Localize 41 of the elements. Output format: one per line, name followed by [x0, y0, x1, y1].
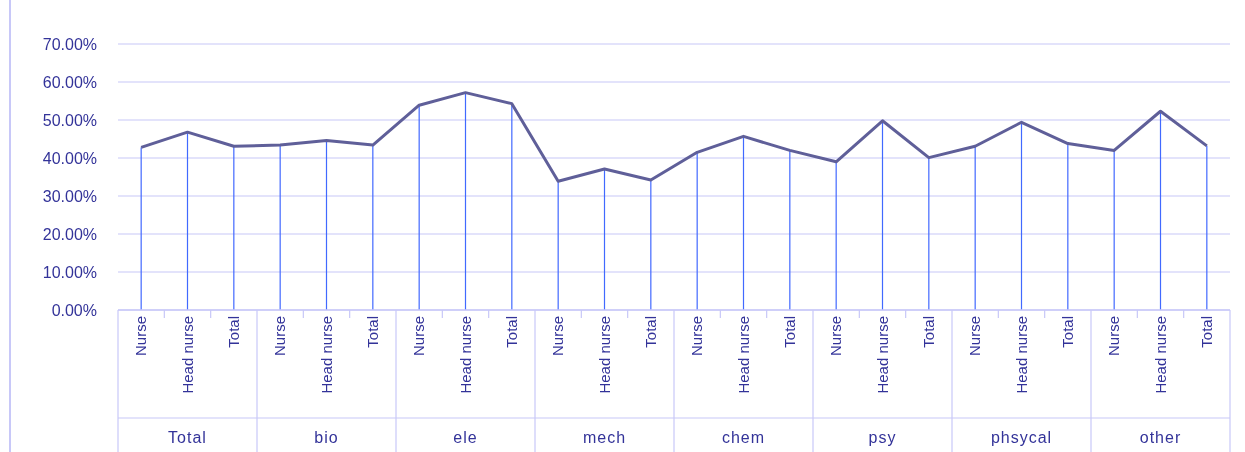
y-tick-label: 50.00%	[42, 111, 97, 129]
x-tick-label: Head nurse	[734, 316, 752, 394]
x-tick-label: Nurse	[410, 316, 428, 357]
x-tick-label: Total	[364, 316, 382, 348]
x-tick-label: Total	[225, 316, 243, 348]
x-tick-label: Total	[920, 316, 938, 348]
x-tick-label: Head nurse	[1012, 316, 1030, 394]
x-tick-label: Nurse	[549, 316, 567, 357]
x-tick-label: Head nurse	[595, 316, 613, 394]
x-tick-label: Head nurse	[178, 316, 196, 394]
x-tick-label: Nurse	[827, 316, 845, 357]
x-tick-label: Total	[1198, 316, 1216, 348]
x-tick-label: Head nurse	[873, 316, 891, 394]
text: bio	[314, 428, 339, 446]
y-tick-label: 70.00%	[42, 35, 97, 53]
y-tick-label: 20.00%	[42, 225, 97, 243]
x-tick-label: Total	[503, 316, 521, 348]
x-tick-label: Nurse	[966, 316, 984, 357]
text: ele	[453, 428, 478, 446]
y-tick-label: 10.00%	[42, 263, 97, 281]
x-tick-label: Total	[781, 316, 799, 348]
x-tick-label: Total	[1059, 316, 1077, 348]
text: mech	[582, 428, 627, 446]
x-tick-label: Nurse	[271, 316, 289, 357]
x-tick-label: Nurse	[688, 316, 706, 357]
y-tick-label: 60.00%	[42, 73, 97, 91]
x-tick-label: Head nurse	[1151, 316, 1169, 394]
text: other	[1139, 428, 1182, 446]
x-tick-label: Nurse	[1105, 316, 1123, 357]
text: psy	[868, 428, 897, 446]
x-tick-label: Nurse	[132, 316, 150, 357]
y-tick-label: 0.00%	[51, 301, 97, 319]
y-tick-label: 30.00%	[42, 187, 97, 205]
text: Total	[168, 428, 207, 446]
text: chem	[721, 428, 766, 446]
x-tick-label: Head nurse	[317, 316, 335, 394]
y-tick-label: 40.00%	[42, 149, 97, 167]
x-tick-label: Total	[642, 316, 660, 348]
line-series	[139, 91, 1209, 183]
x-tick-label: Head nurse	[456, 316, 474, 394]
text: phsycal	[990, 428, 1053, 446]
